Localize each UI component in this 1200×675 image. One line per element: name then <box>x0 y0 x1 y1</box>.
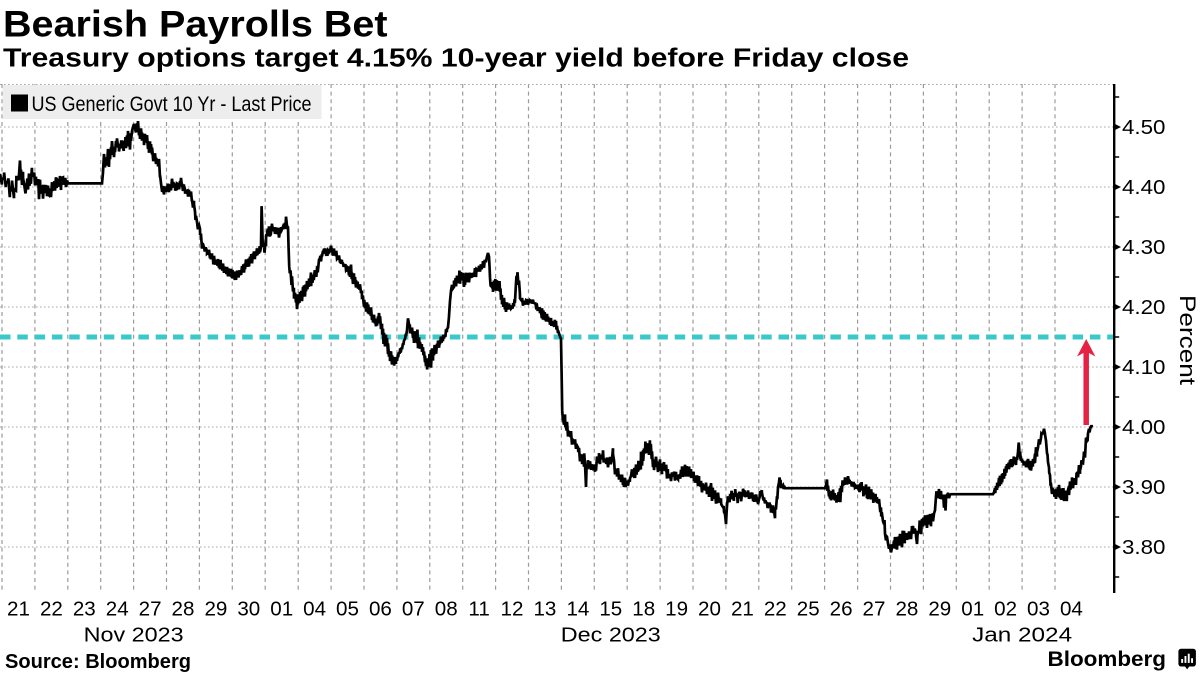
svg-text:3.90: 3.90 <box>1122 476 1166 499</box>
svg-text:06: 06 <box>369 598 392 621</box>
svg-text:04: 04 <box>1060 598 1083 621</box>
svg-text:27: 27 <box>139 598 162 621</box>
svg-text:4.40: 4.40 <box>1122 176 1166 199</box>
svg-text:4.00: 4.00 <box>1122 416 1166 439</box>
svg-text:08: 08 <box>435 598 458 621</box>
svg-text:15: 15 <box>599 598 622 621</box>
svg-text:21: 21 <box>7 598 30 621</box>
svg-text:US Generic Govt 10 Yr - Last P: US Generic Govt 10 Yr - Last Price <box>32 93 312 116</box>
svg-text:22: 22 <box>764 598 787 621</box>
svg-text:04: 04 <box>303 598 326 621</box>
svg-text:24: 24 <box>106 598 129 621</box>
svg-text:26: 26 <box>830 598 853 621</box>
svg-text:01: 01 <box>961 598 984 621</box>
svg-text:05: 05 <box>336 598 359 621</box>
svg-text:28: 28 <box>895 598 918 621</box>
svg-text:13: 13 <box>533 598 556 621</box>
svg-text:29: 29 <box>928 598 951 621</box>
svg-text:11: 11 <box>468 598 489 621</box>
svg-text:3.80: 3.80 <box>1122 536 1166 559</box>
svg-text:02: 02 <box>994 598 1017 621</box>
svg-text:18: 18 <box>632 598 655 621</box>
svg-text:23: 23 <box>73 598 96 621</box>
svg-text:19: 19 <box>665 598 688 621</box>
svg-text:01: 01 <box>270 598 293 621</box>
svg-text:14: 14 <box>566 598 589 621</box>
svg-text:Nov 2023: Nov 2023 <box>84 624 184 647</box>
svg-text:Bearish Payrolls Bet: Bearish Payrolls Bet <box>3 4 388 45</box>
svg-text:Bloomberg: Bloomberg <box>1048 647 1167 671</box>
svg-text:Percent: Percent <box>1175 295 1200 385</box>
svg-text:4.50: 4.50 <box>1122 116 1166 139</box>
svg-text:Dec 2023: Dec 2023 <box>561 624 661 647</box>
svg-text:12: 12 <box>501 598 524 621</box>
svg-text:07: 07 <box>402 598 425 621</box>
svg-text:22: 22 <box>40 598 63 621</box>
svg-text:Treasury options target 4.15%: Treasury options target 4.15% 10-year yi… <box>3 45 909 73</box>
svg-text:4.10: 4.10 <box>1122 356 1166 379</box>
svg-text:21: 21 <box>731 598 754 621</box>
svg-text:Source: Bloomberg: Source: Bloomberg <box>5 651 191 673</box>
svg-text:Jan 2024: Jan 2024 <box>972 624 1072 647</box>
svg-text:30: 30 <box>237 598 260 621</box>
svg-text:25: 25 <box>797 598 820 621</box>
svg-text:29: 29 <box>204 598 227 621</box>
svg-text:4.30: 4.30 <box>1122 236 1166 259</box>
svg-text:03: 03 <box>1027 598 1050 621</box>
svg-text:27: 27 <box>863 598 886 621</box>
svg-text:28: 28 <box>172 598 195 621</box>
svg-text:20: 20 <box>698 598 721 621</box>
svg-text:4.20: 4.20 <box>1122 296 1166 319</box>
